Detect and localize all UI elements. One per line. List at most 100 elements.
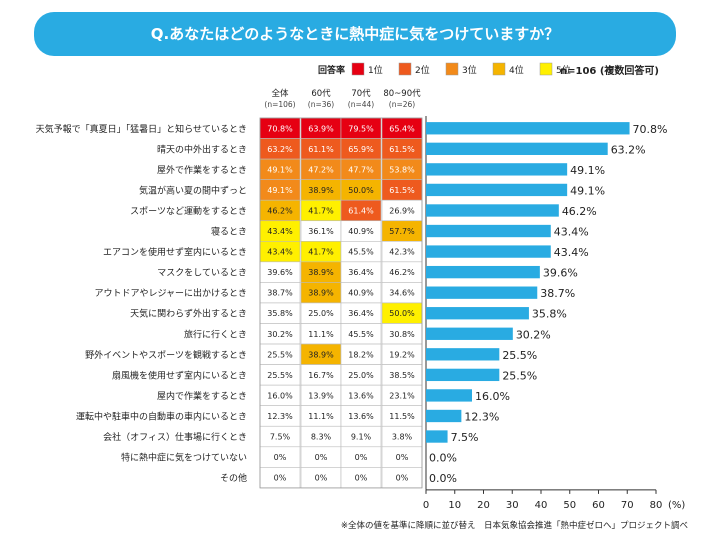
table-cell-9-0: 35.8% <box>267 309 293 318</box>
category-label-9: 天気に関わらず外出するとき <box>130 308 247 320</box>
bar-value-label-8: 38.7% <box>540 287 575 300</box>
table-cell-5-1: 36.1% <box>308 227 334 236</box>
table-cell-1-3: 61.5% <box>389 145 415 154</box>
table-cell-4-2: 61.4% <box>348 206 374 215</box>
bar-value-label-10: 30.2% <box>516 328 551 341</box>
table-header-n-0: (n=106) <box>264 100 295 109</box>
table-cell-4-1: 41.7% <box>308 206 334 215</box>
table-cell-0-0: 70.8% <box>267 124 293 133</box>
table-cell-12-2: 25.0% <box>348 371 374 380</box>
table-cell-7-3: 46.2% <box>389 268 415 277</box>
table-header-0: 全体 <box>271 88 289 99</box>
table-cell-8-3: 34.6% <box>389 289 415 298</box>
table-cell-13-3: 23.1% <box>389 391 415 400</box>
table-cell-12-1: 16.7% <box>308 371 334 380</box>
table-header-3: 80~90代 <box>383 88 421 99</box>
bar-value-label-9: 35.8% <box>532 308 567 321</box>
table-cell-14-1: 11.1% <box>308 412 334 421</box>
title-banner: Q.あなたはどのようなときに熱中症に気をつけていますか？ <box>34 12 676 56</box>
category-label-17: その他 <box>220 472 247 484</box>
bar-value-label-15: 7.5% <box>451 431 479 444</box>
table-cell-10-1: 11.1% <box>308 330 334 339</box>
bar-value-label-0: 70.8% <box>633 123 668 136</box>
footnote: ※全体の値を基準に降順に並び替え 日本気象協会推進「熱中症ゼロへ」プロジェクト調… <box>341 520 688 531</box>
table-cell-15-0: 7.5% <box>270 433 291 442</box>
table-cell-11-3: 19.2% <box>389 350 415 359</box>
table-cell-16-2: 0% <box>355 453 368 462</box>
table-frame <box>259 117 423 489</box>
bar-12 <box>426 368 500 382</box>
category-label-10: 旅行に行くとき <box>184 328 247 340</box>
bar-4 <box>426 204 559 217</box>
category-label-0: 天気予報で「真夏日」「猛暑日」と知らせているとき <box>36 123 247 135</box>
x-tick-label-3: 30 <box>506 500 519 511</box>
legend-rank-2: 2位 <box>415 64 430 76</box>
table-cell-10-2: 45.5% <box>348 330 374 339</box>
table-cell-2-2: 47.7% <box>348 165 374 174</box>
x-tick-label-4: 40 <box>535 500 548 511</box>
table-cell-2-1: 47.2% <box>308 165 334 174</box>
legend-swatch-4 <box>492 62 506 76</box>
table-cell-0-1: 63.9% <box>308 124 334 133</box>
table-cell-11-1: 38.9% <box>308 350 334 359</box>
bar-value-label-16: 0.0% <box>429 452 457 465</box>
bar-9 <box>426 307 529 320</box>
table-cell-0-2: 79.5% <box>348 124 374 133</box>
table-cell-13-1: 13.9% <box>308 391 334 400</box>
bar-6 <box>426 245 551 258</box>
bar-value-label-7: 39.6% <box>543 267 578 280</box>
table-cell-4-3: 26.9% <box>389 206 415 215</box>
legend-label: 回答率 <box>318 64 345 76</box>
bar-13 <box>426 389 472 402</box>
table-cell-14-2: 13.6% <box>348 412 374 421</box>
table-cell-5-0: 43.4% <box>267 227 293 236</box>
table-cell-6-0: 43.4% <box>267 248 293 257</box>
table-cell-11-0: 25.5% <box>267 350 293 359</box>
table-cell-17-2: 0% <box>355 474 368 483</box>
category-label-15: 会社（オフィス）仕事場に行くとき <box>103 431 247 443</box>
x-tick-label-8: 80 <box>650 500 663 511</box>
table-cell-8-0: 38.7% <box>267 289 293 298</box>
category-label-4: スポーツなど運動をするとき <box>130 206 247 217</box>
table-cell-3-2: 50.0% <box>348 186 374 195</box>
table-cell-9-1: 25.0% <box>308 309 334 318</box>
table-cell-16-3: 0% <box>396 453 409 462</box>
category-label-6: エアコンを使用せず室内にいるとき <box>103 246 247 258</box>
table-cell-14-3: 11.5% <box>389 412 415 421</box>
table-cell-1-1: 61.1% <box>308 145 334 154</box>
bar-value-label-13: 16.0% <box>475 390 510 403</box>
table-cell-1-2: 65.9% <box>348 145 374 154</box>
table-cell-3-1: 38.9% <box>308 186 334 195</box>
table-header-n-1: (n=36) <box>308 100 335 109</box>
legend-swatch-1 <box>351 62 365 76</box>
table-cell-14-0: 12.3% <box>267 412 293 421</box>
category-label-7: マスクをしているとき <box>157 268 247 279</box>
x-tick-label-6: 60 <box>592 500 605 511</box>
table-cell-10-0: 30.2% <box>267 330 293 339</box>
table-cell-17-3: 0% <box>396 474 409 483</box>
legend-rank-1: 1位 <box>368 64 383 76</box>
x-tick-label-5: 50 <box>563 500 576 511</box>
x-axis-unit: (%) <box>668 500 685 511</box>
bar-11 <box>426 348 500 361</box>
table-cell-10-3: 30.8% <box>389 330 415 339</box>
table-cell-11-2: 18.2% <box>348 350 374 359</box>
table-cell-7-2: 36.4% <box>348 268 374 277</box>
legend-rank-3: 3位 <box>462 64 477 76</box>
table-cell-6-1: 41.7% <box>308 248 334 257</box>
bar-2 <box>426 163 568 176</box>
table-cell-16-1: 0% <box>315 453 328 462</box>
table-cell-1-0: 63.2% <box>267 145 293 154</box>
table-cell-17-0: 0% <box>274 474 287 483</box>
table-cell-6-2: 45.5% <box>348 248 374 257</box>
legend-rank-5: 5位 <box>556 64 571 76</box>
category-label-13: 屋内で作業をするとき <box>157 390 247 402</box>
category-label-2: 屋外で作業をするとき <box>157 164 247 176</box>
table-cell-8-2: 40.9% <box>348 289 374 298</box>
table-cell-8-1: 38.9% <box>308 289 334 298</box>
table-cell-7-0: 39.6% <box>267 268 293 277</box>
bar-value-label-17: 0.0% <box>429 472 457 485</box>
x-tick-label-7: 70 <box>621 500 634 511</box>
table-cell-3-3: 61.5% <box>389 186 415 195</box>
table-header-2: 70代 <box>351 88 371 99</box>
